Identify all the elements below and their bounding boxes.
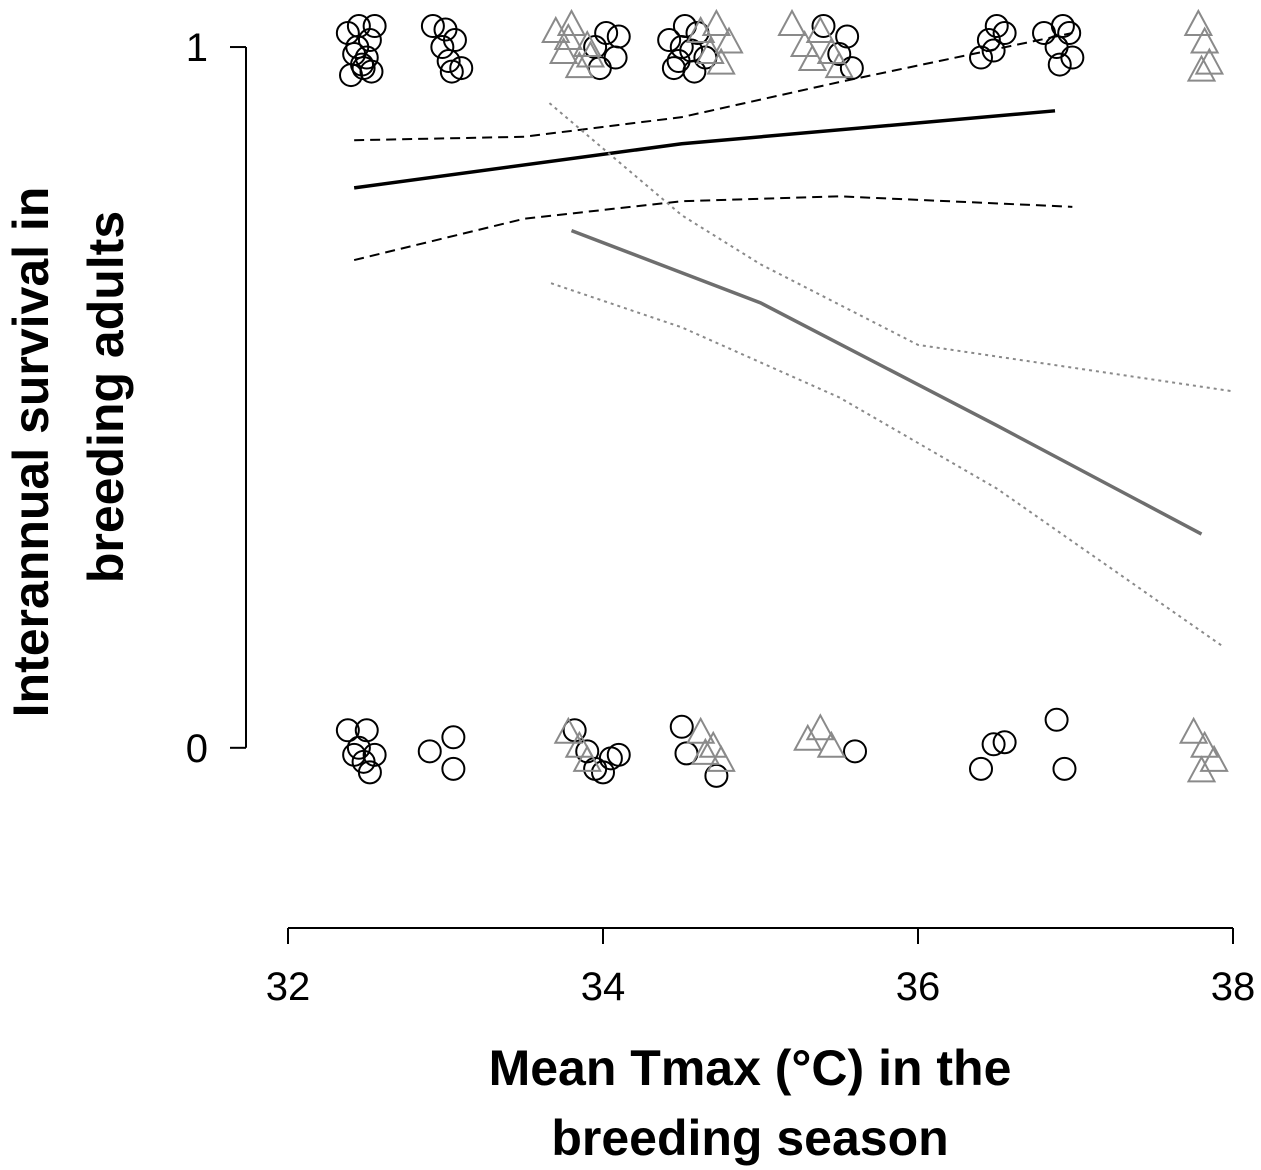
point — [449, 56, 474, 81]
point — [553, 716, 584, 744]
point — [594, 21, 619, 46]
point — [682, 59, 707, 84]
point — [345, 35, 370, 60]
point — [548, 36, 579, 65]
point — [1186, 755, 1217, 783]
point — [362, 742, 387, 767]
point — [714, 26, 744, 54]
point — [439, 59, 464, 84]
fit-line — [353, 195, 1073, 262]
point — [591, 760, 615, 785]
point — [606, 24, 631, 49]
point — [362, 14, 387, 39]
point — [805, 713, 836, 741]
point — [777, 8, 807, 37]
x-tick-label: 38 — [1211, 965, 1256, 1009]
point — [816, 730, 847, 758]
point — [441, 756, 466, 781]
fit-line — [570, 229, 1203, 536]
point — [797, 43, 828, 72]
x-axis-label: Mean Tmax (°C) in the — [489, 1040, 1012, 1096]
point — [704, 763, 729, 788]
point — [603, 45, 628, 70]
point — [969, 756, 993, 781]
point — [417, 739, 442, 764]
point — [556, 8, 587, 37]
point — [981, 38, 1006, 63]
point — [587, 56, 612, 81]
point — [669, 714, 694, 739]
fit-line — [353, 109, 1056, 190]
point — [1178, 716, 1209, 744]
point — [335, 718, 360, 743]
fit-line — [354, 32, 1073, 142]
point — [1047, 52, 1072, 77]
point — [811, 14, 836, 39]
point — [992, 730, 1017, 755]
point — [793, 723, 823, 751]
point — [701, 8, 732, 37]
point — [564, 50, 595, 79]
point — [357, 28, 382, 53]
point — [984, 14, 1009, 39]
point — [843, 739, 867, 764]
fit-line — [548, 102, 1232, 393]
point — [835, 24, 860, 49]
point — [1194, 47, 1225, 75]
point — [816, 36, 847, 65]
point — [698, 730, 728, 758]
point — [430, 35, 455, 60]
point — [433, 17, 458, 42]
point — [359, 59, 384, 84]
point — [420, 14, 445, 39]
point — [572, 29, 602, 58]
point — [824, 50, 854, 79]
point — [1050, 14, 1075, 39]
y-axis-label: Interannual survival in — [3, 187, 59, 718]
point — [805, 15, 836, 44]
x-axis-label: breeding season — [551, 1110, 948, 1166]
point — [564, 730, 595, 758]
point — [661, 56, 686, 81]
point — [575, 40, 606, 68]
point — [690, 737, 721, 765]
point — [1060, 45, 1085, 70]
point — [1189, 26, 1220, 54]
point — [1199, 744, 1229, 772]
fit-line — [550, 282, 1225, 648]
point — [1186, 54, 1217, 82]
y-tick-label: 0 — [186, 727, 208, 771]
x-tick-label: 34 — [581, 965, 626, 1009]
point — [553, 22, 584, 51]
point — [357, 760, 382, 785]
point — [657, 28, 682, 53]
point — [981, 732, 1006, 757]
point — [606, 742, 631, 767]
point — [354, 718, 379, 743]
point — [1189, 730, 1220, 758]
x-tick-label: 36 — [896, 965, 941, 1009]
point — [992, 21, 1017, 46]
point — [685, 716, 716, 744]
y-axis-label: breeding adults — [78, 211, 134, 583]
point — [1044, 707, 1069, 732]
point — [706, 47, 736, 75]
point — [441, 725, 466, 750]
x-tick-label: 32 — [266, 965, 311, 1009]
y-tick-label: 1 — [186, 26, 208, 70]
point — [1052, 756, 1077, 781]
point — [1183, 8, 1214, 37]
point — [1057, 21, 1082, 46]
point — [572, 744, 602, 772]
point — [669, 35, 694, 60]
point — [789, 29, 820, 58]
